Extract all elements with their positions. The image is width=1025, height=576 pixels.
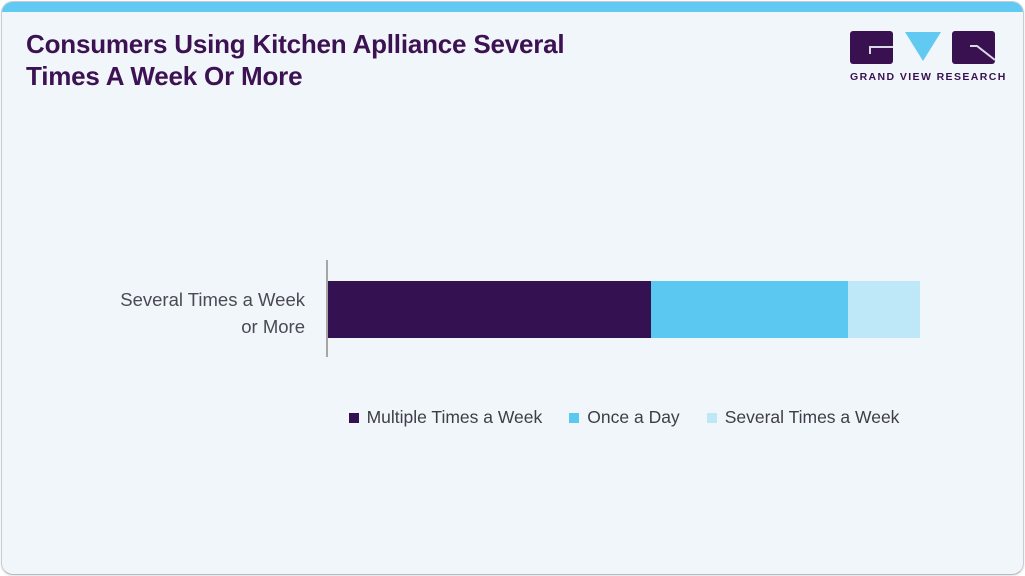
legend-item-several-times-a-week: Several Times a Week [706,407,900,428]
grand-view-research-logo: GRAND VIEW RESEARCH [850,31,1007,83]
bar-segment-multiple-times-a-week [328,281,651,338]
legend-label: Once a Day [587,407,680,427]
category-label-line1: Several Times a Week [120,289,305,310]
chart-legend: Multiple Times a Week Once a Day Several T… [328,407,920,428]
logo-g-mark-icon [850,31,893,64]
logo-marks [850,31,995,65]
page-title: Consumers Using Kitchen Aplliance Severa… [26,28,565,92]
legend-item-multiple-times-a-week: Multiple Times a Week [348,407,543,428]
legend-marker-icon [569,412,580,423]
logo-wordmark: GRAND VIEW RESEARCH [850,71,1007,83]
legend-item-once-a-day: Once a Day [569,407,680,428]
page-title-line1: Consumers Using Kitchen Aplliance Severa… [26,29,565,59]
logo-r-mark-icon [952,31,995,64]
logo-v-triangle-icon [904,32,941,61]
stacked-bar [328,281,920,338]
top-accent-bar [2,2,1023,12]
page-title-line2: Times A Week Or More [26,61,303,91]
legend-marker-icon [706,412,717,423]
category-label-line2: or More [241,316,305,337]
y-axis-category-label: Several Times a Week or More [42,286,305,340]
bar-segment-several-times-a-week [848,281,920,338]
legend-marker-icon [348,412,359,423]
bar-segment-once-a-day [650,281,849,338]
y-axis-line [326,260,328,357]
legend-label: Multiple Times a Week [366,407,543,427]
legend-label: Several Times a Week [724,407,900,427]
